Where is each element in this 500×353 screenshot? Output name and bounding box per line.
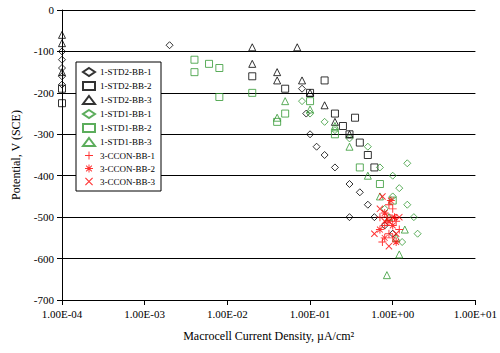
svg-text:-200: -200 (34, 87, 55, 99)
svg-text:3-CCON-BB-2: 3-CCON-BB-2 (100, 164, 155, 174)
svg-text:3-CCON-BB-1: 3-CCON-BB-1 (100, 151, 155, 161)
svg-text:0: 0 (49, 4, 55, 16)
svg-text:1-STD2-BB-3: 1-STD2-BB-3 (100, 95, 152, 105)
svg-text:3-CCON-BB-3: 3-CCON-BB-3 (100, 177, 156, 187)
svg-text:-500: -500 (34, 211, 55, 223)
svg-text:1-STD1-BB-1: 1-STD1-BB-1 (100, 109, 152, 119)
svg-text:1-STD1-BB-2: 1-STD1-BB-2 (100, 123, 152, 133)
svg-text:-600: -600 (34, 253, 55, 265)
svg-text:1.00E+01: 1.00E+01 (454, 308, 497, 320)
svg-text:-300: -300 (34, 128, 55, 140)
svg-text:1.00E-04: 1.00E-04 (42, 308, 83, 320)
svg-text:Macrocell Current Density, µA/: Macrocell Current Density, µA/cm² (183, 329, 354, 343)
svg-text:1-STD1-BB-3: 1-STD1-BB-3 (100, 137, 152, 147)
svg-text:-100: -100 (34, 45, 55, 57)
svg-text:1.00E-03: 1.00E-03 (124, 308, 165, 320)
svg-text:1.00E-02: 1.00E-02 (207, 308, 248, 320)
svg-text:1-STD2-BB-1: 1-STD2-BB-1 (100, 67, 152, 77)
svg-text:Potential, V (SCE): Potential, V (SCE) (9, 110, 23, 200)
svg-text:1.00E-01: 1.00E-01 (290, 308, 331, 320)
svg-text:1-STD2-BB-2: 1-STD2-BB-2 (100, 81, 152, 91)
svg-text:-700: -700 (34, 294, 55, 306)
svg-text:1.00E+00: 1.00E+00 (371, 308, 415, 320)
svg-text:-400: -400 (34, 170, 55, 182)
